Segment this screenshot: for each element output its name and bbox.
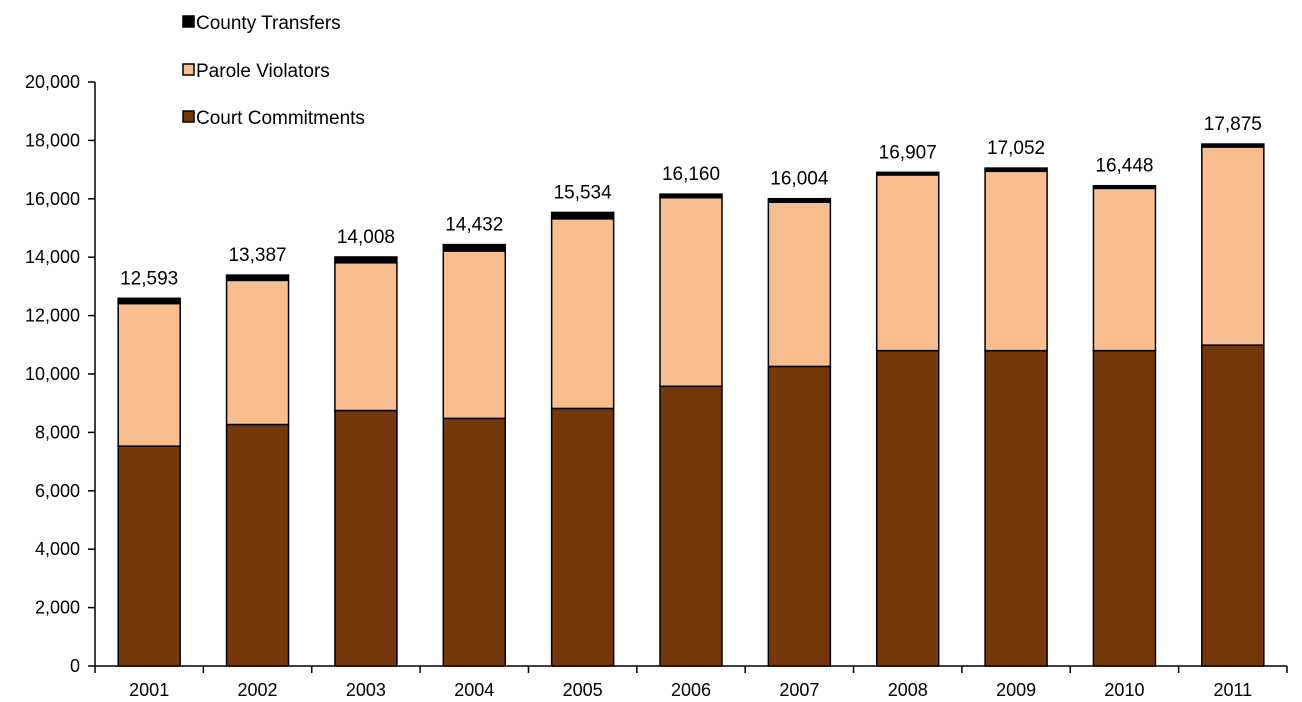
- bar-county-transfers: [984, 167, 1048, 173]
- bar-parole-violators: [550, 218, 615, 410]
- y-tick-label: 20,000: [25, 72, 80, 92]
- y-tick-label: 12,000: [25, 306, 80, 326]
- total-label: 15,534: [554, 182, 613, 203]
- bars: [117, 143, 1265, 667]
- total-label: 16,004: [770, 169, 829, 190]
- bar-court-commitments: [225, 423, 290, 667]
- x-tick-label: 2011: [1213, 680, 1252, 700]
- bar-parole-violators: [1092, 187, 1157, 352]
- bar-county-transfers: [1201, 143, 1265, 148]
- y-axis: 0 2,000 4,000 6,000 8,000 10,000 12,000 14,000 1…: [25, 72, 96, 676]
- total-label: 16,907: [879, 142, 937, 163]
- legend-swatch-parole-violators: [182, 63, 195, 76]
- y-tick-label: 16,000: [25, 189, 80, 209]
- total-labels: 12,593 13,387 14,008 14,432 15,534 16,160 16,0…: [120, 114, 1262, 289]
- bar-court-commitments: [875, 349, 940, 667]
- bar-court-commitments: [1201, 344, 1265, 667]
- x-tick-label: 2010: [1104, 680, 1144, 700]
- bar-county-transfers: [334, 256, 398, 264]
- y-tick-label: 6,000: [35, 481, 80, 501]
- bar-county-transfers: [875, 171, 940, 176]
- bar-court-commitments: [442, 417, 507, 667]
- total-label: 16,448: [1095, 156, 1153, 177]
- total-label: 14,008: [337, 227, 395, 248]
- bar-parole-violators: [1201, 146, 1265, 346]
- bar-county-transfers: [550, 211, 615, 220]
- x-tick-label: 2009: [996, 680, 1036, 700]
- bar-county-transfers: [767, 197, 832, 203]
- bar-court-commitments: [1092, 349, 1157, 667]
- x-tick-label: 2001: [129, 680, 169, 700]
- y-tick-label: 0: [70, 656, 80, 676]
- bar-parole-violators: [875, 174, 940, 352]
- bar-court-commitments: [659, 385, 723, 667]
- y-tick-label: 18,000: [25, 130, 80, 150]
- legend-label-parole-violators: Parole Violators: [196, 61, 330, 82]
- bar-court-commitments: [334, 409, 398, 667]
- bar-county-transfers: [1092, 184, 1157, 190]
- x-tick-label: 2005: [563, 680, 603, 700]
- total-label: 17,875: [1204, 114, 1262, 135]
- bar-court-commitments: [550, 407, 615, 667]
- bar-court-commitments: [117, 445, 181, 667]
- total-label: 13,387: [228, 245, 286, 266]
- y-tick-label: 4,000: [35, 539, 80, 559]
- x-axis: 2001 2002 2003 2004 2005 2006 2007 2008 2009 2010…: [94, 665, 1288, 700]
- x-tick-label: 2004: [454, 680, 494, 700]
- bar-parole-violators: [767, 201, 832, 368]
- bar-parole-violators: [659, 196, 723, 388]
- bar-court-commitments: [767, 365, 832, 667]
- x-tick-label: 2006: [671, 680, 711, 700]
- y-tick-label: 10,000: [25, 364, 80, 384]
- legend: County Transfers Parole Violators Court Co…: [182, 13, 365, 129]
- bar-parole-violators: [984, 170, 1048, 352]
- x-tick-label: 2002: [238, 680, 278, 700]
- x-tick-label: 2003: [346, 680, 386, 700]
- total-label: 17,052: [987, 138, 1045, 159]
- bar-county-transfers: [442, 243, 507, 252]
- total-label: 12,593: [120, 268, 178, 289]
- total-label: 16,160: [662, 164, 720, 185]
- y-tick-label: 2,000: [35, 598, 80, 618]
- legend-label-court-commitments: Court Commitments: [196, 108, 365, 129]
- x-tick-label: 2007: [779, 680, 819, 700]
- bar-parole-violators: [225, 279, 290, 426]
- x-tick-label: 2008: [888, 680, 928, 700]
- bar-county-transfers: [117, 297, 181, 305]
- bar-court-commitments: [984, 349, 1048, 667]
- total-label: 14,432: [445, 215, 503, 236]
- legend-swatch-county-transfers: [182, 15, 195, 28]
- bar-parole-violators: [334, 262, 398, 412]
- y-tick-label: 14,000: [25, 247, 80, 267]
- y-tick-label: 8,000: [35, 422, 80, 442]
- bar-county-transfers: [659, 193, 723, 199]
- legend-label-county-transfers: County Transfers: [196, 13, 341, 34]
- bar-parole-violators: [442, 250, 507, 420]
- legend-swatch-court-commitments: [182, 110, 195, 123]
- bar-county-transfers: [225, 274, 290, 282]
- bar-parole-violators: [117, 302, 181, 447]
